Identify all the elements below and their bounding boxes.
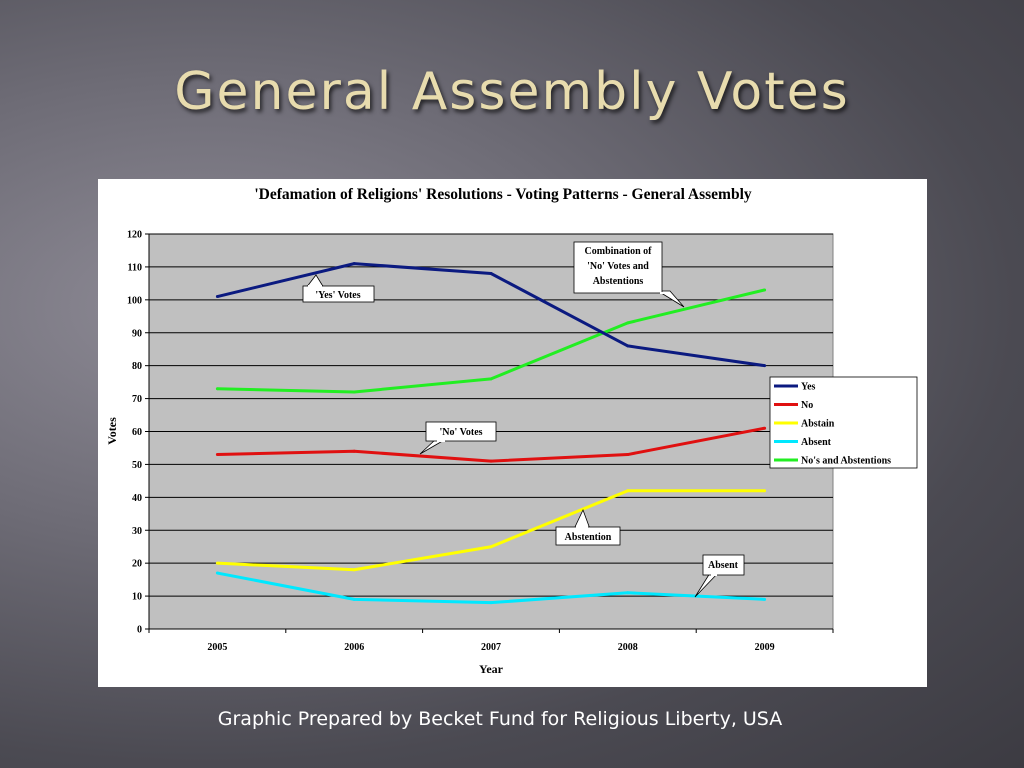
x-tick-label: 2005 [207, 642, 227, 653]
data-point [763, 288, 767, 292]
series-lines [215, 262, 767, 605]
annotation-absent: Absent [694, 554, 745, 598]
y-tick-label: 50 [132, 460, 142, 471]
y-tick-label: 110 [128, 262, 142, 273]
chart-title: 'Defamation of Religions' Resolutions - … [254, 186, 752, 203]
data-point [352, 568, 356, 572]
annotation-combination-line2: 'No' Votes and [587, 261, 649, 272]
y-tick-label: 30 [132, 526, 142, 537]
y-tick-label: 40 [132, 493, 142, 504]
annotation-combination-line1: Combination of [585, 246, 653, 257]
y-tick-label: 80 [132, 361, 142, 372]
data-point [352, 597, 356, 601]
annotation-combination: Combination of 'No' Votes and Abstention… [573, 241, 685, 308]
data-point [763, 364, 767, 368]
data-point [489, 459, 493, 463]
y-axis-label: Votes [105, 417, 119, 445]
data-point [489, 272, 493, 275]
annotation-combination-line3: Abstentions [593, 276, 644, 287]
y-tick-label: 20 [132, 559, 142, 570]
legend: Yes No Abstain Absent No's and Abstentions [769, 376, 918, 469]
x-tick-label: 2006 [344, 642, 364, 653]
x-axis-label: Year [479, 662, 504, 676]
legend-label: Yes [801, 382, 816, 393]
legend-label: No [801, 400, 813, 411]
annotation-abstention: Abstention [555, 508, 621, 546]
data-point [763, 597, 767, 601]
y-tick-label: 70 [132, 394, 142, 405]
slide-title: General Assembly Votes [174, 62, 850, 122]
annotation-yes-votes: 'Yes' Votes [302, 274, 375, 303]
x-tick-label: 2009 [755, 642, 775, 653]
y-tick-label: 100 [127, 295, 142, 306]
data-point [626, 453, 630, 457]
x-tick-label: 2007 [481, 642, 501, 653]
data-point [489, 545, 493, 549]
data-point [626, 489, 630, 493]
data-point [489, 377, 493, 381]
data-point [763, 426, 767, 430]
annotation-absent-text: Absent [708, 560, 739, 571]
annotation-yes-votes-text: 'Yes' Votes [315, 290, 360, 301]
annotation-no-votes-text: 'No' Votes [439, 427, 482, 438]
legend-label: No's and Abstentions [801, 456, 891, 467]
data-point [215, 453, 219, 457]
data-point [626, 321, 630, 325]
legend-label: Absent [801, 437, 832, 448]
y-tick-label: 60 [132, 427, 142, 438]
data-point [763, 489, 767, 493]
y-tick-label: 10 [132, 592, 142, 603]
data-point [215, 387, 219, 391]
data-point [215, 571, 219, 575]
y-tick-label: 90 [132, 328, 142, 339]
axes: 0 10 20 30 40 50 60 70 80 90 100 110 120 2005 2006 2007… [127, 230, 834, 653]
legend-label: Abstain [801, 419, 835, 430]
annotation-abstention-text: Abstention [565, 532, 612, 543]
chart-panel: 'Defamation of Religions' Resolutions - … [98, 179, 927, 687]
data-point [489, 601, 493, 605]
slide-caption: Graphic Prepared by Becket Fund for Reli… [217, 708, 783, 730]
data-point [626, 591, 630, 595]
x-tick-label: 2008 [618, 642, 638, 653]
data-point [215, 295, 219, 299]
data-point [215, 561, 219, 565]
data-point [352, 449, 356, 453]
data-point [626, 344, 630, 348]
y-tick-label: 120 [127, 230, 142, 241]
line-chart: 'Defamation of Religions' Resolutions - … [105, 186, 918, 676]
data-point [352, 262, 356, 266]
data-point [352, 390, 356, 394]
y-tick-label: 0 [137, 625, 142, 636]
annotation-no-votes: 'No' Votes [419, 421, 497, 455]
